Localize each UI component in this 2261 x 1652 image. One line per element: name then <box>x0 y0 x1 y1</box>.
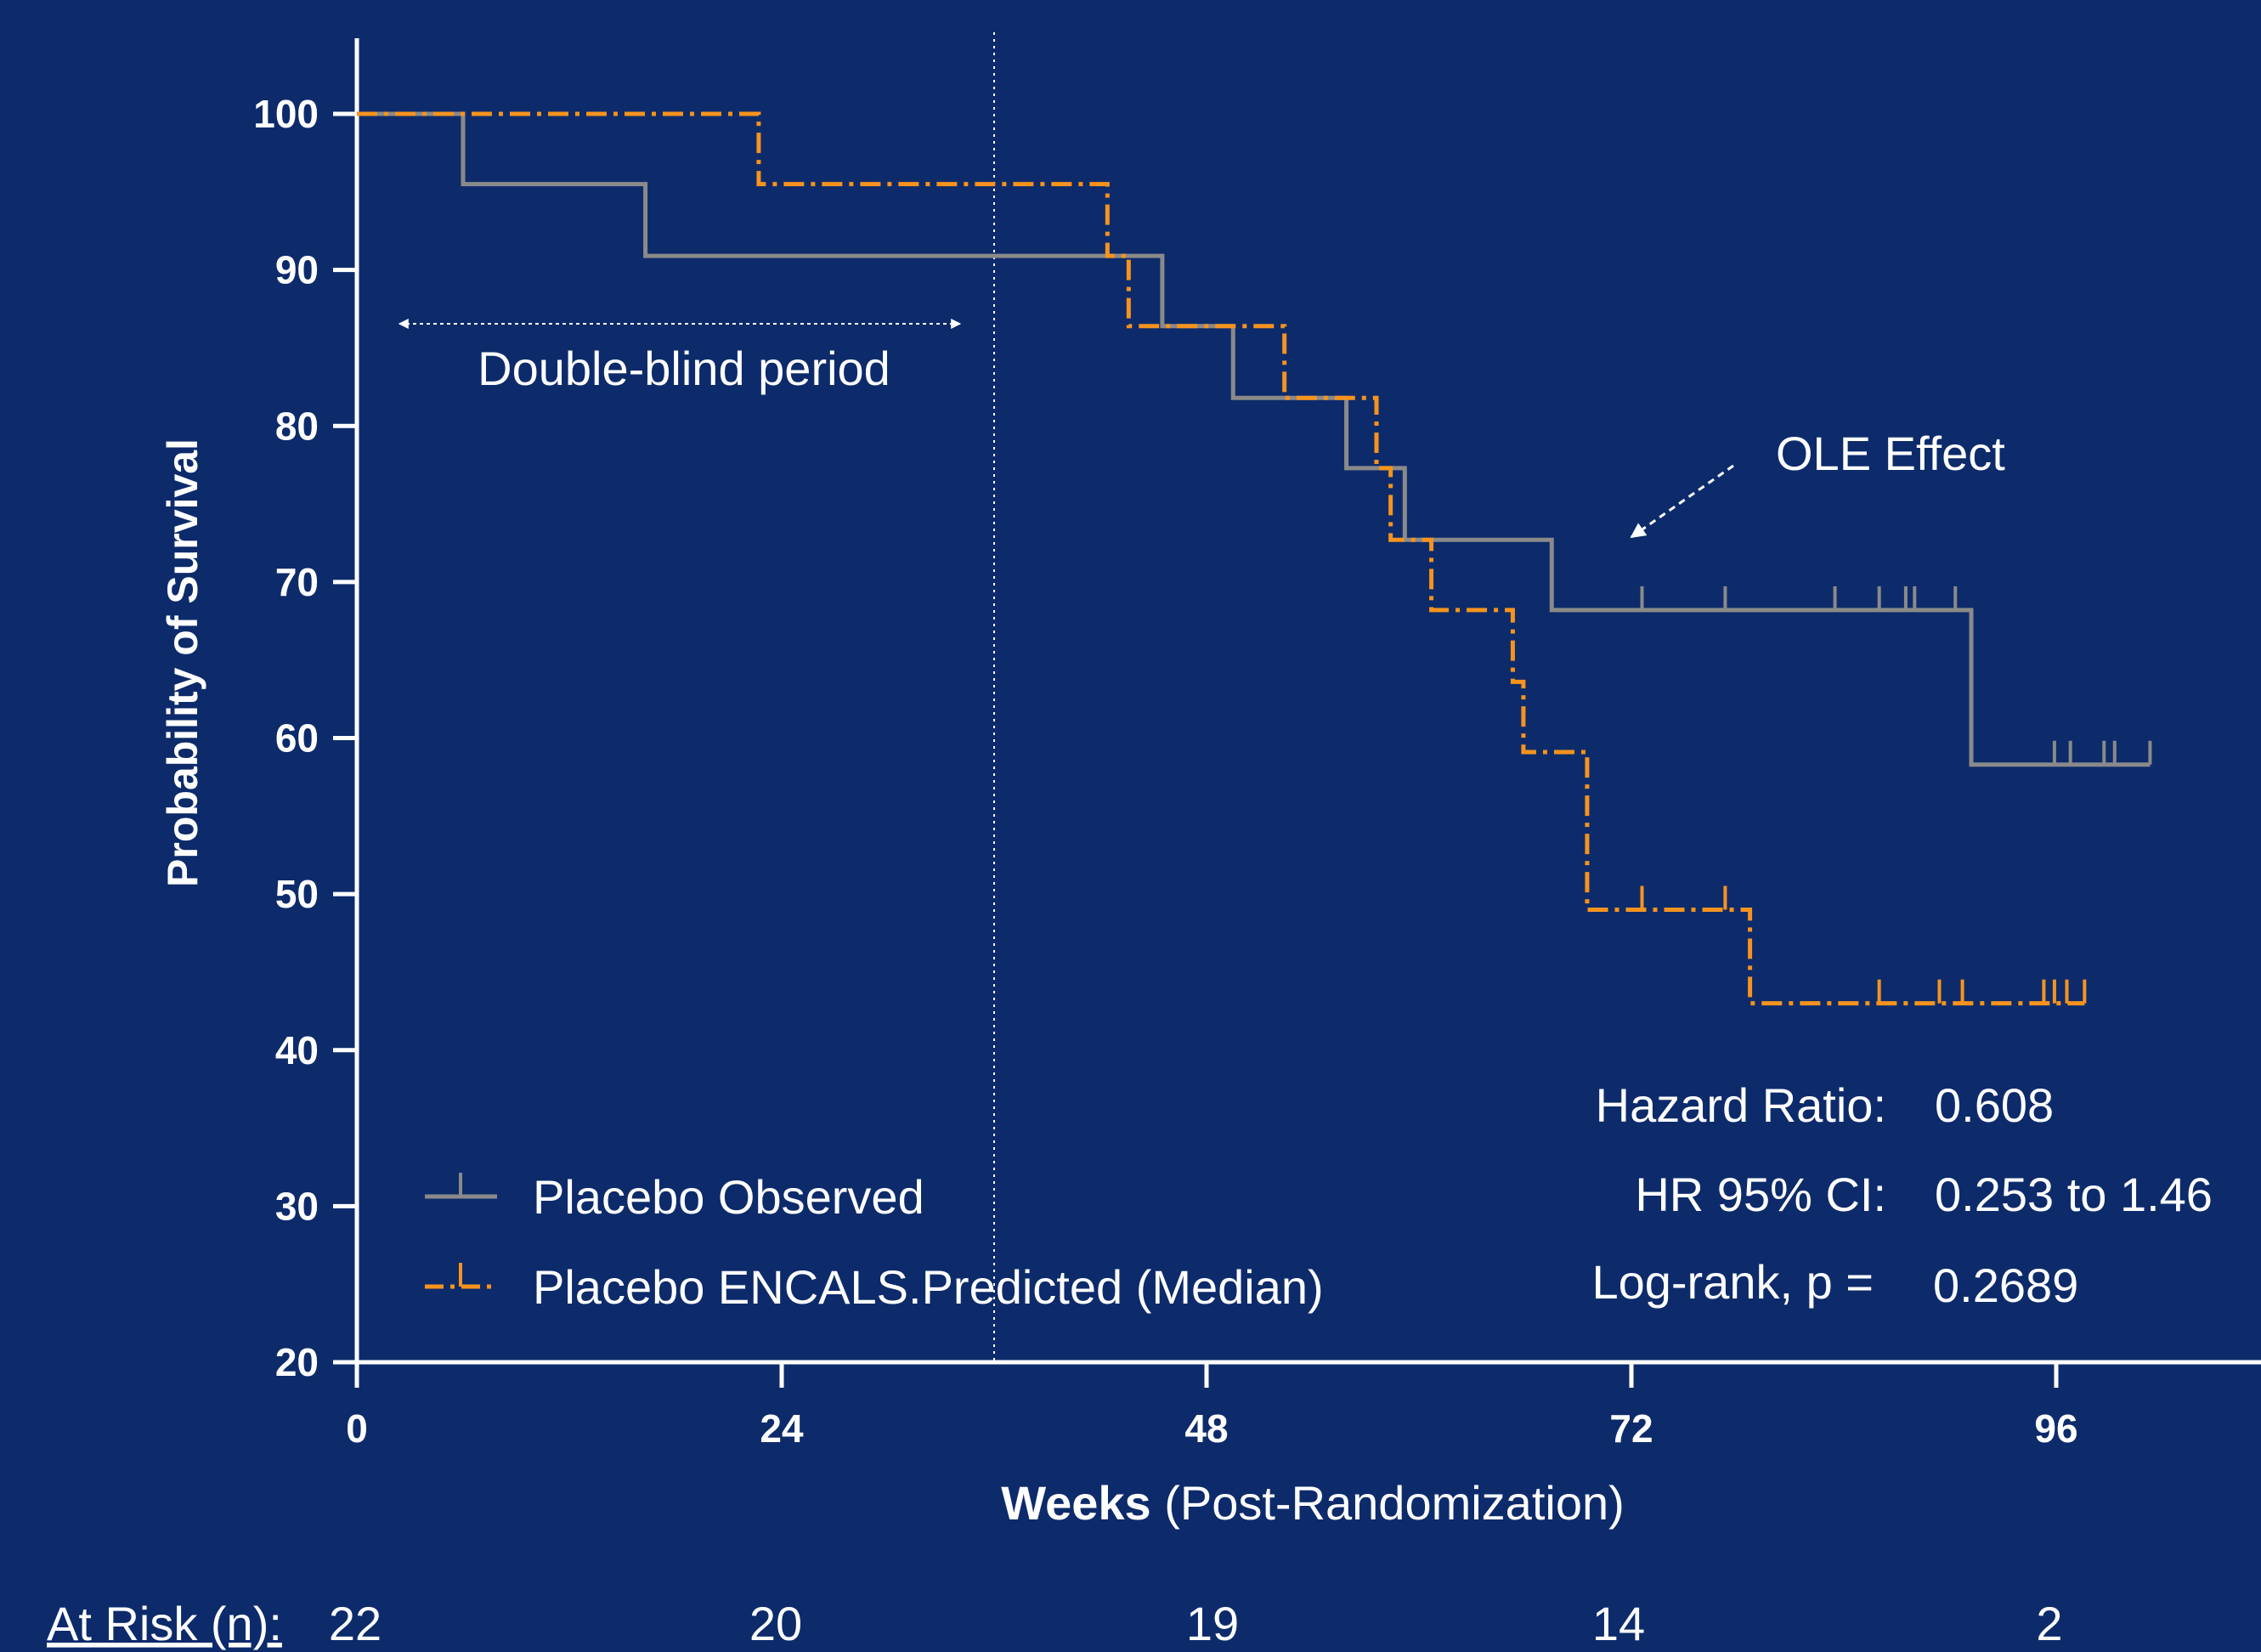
legend-item-observed: Placebo Observed <box>425 1170 924 1224</box>
series-line-1 <box>357 111 2085 1006</box>
legend-item-predicted: Placebo ENCALS.Predicted (Median) <box>425 1260 1324 1314</box>
x-axis-label-rest: (Post-Randomization) <box>1151 1476 1625 1530</box>
series-placebo-observed <box>357 111 2152 767</box>
ole-effect-label: OLE Effect <box>1776 427 2005 480</box>
x-tick-label: 48 <box>1184 1406 1228 1451</box>
y-tick-label: 40 <box>275 1028 319 1072</box>
x-tick-group: 0 24 48 72 96 <box>346 1362 2078 1451</box>
at-risk-value: 20 <box>749 1597 802 1650</box>
at-risk-value: 2 <box>2036 1597 2062 1650</box>
at-risk-row: At Risk (n): 22 20 19 14 2 <box>47 1597 2063 1650</box>
stats-block: Hazard Ratio: 0.608 HR 95% CI: 0.253 to … <box>1591 1078 2213 1312</box>
at-risk-values: 22 20 19 14 2 <box>329 1597 2063 1650</box>
series-placebo-encals-predicted <box>357 111 2087 1006</box>
y-tick-label: 20 <box>275 1340 319 1384</box>
y-tick-label: 80 <box>275 404 319 448</box>
y-tick-label: 50 <box>275 872 319 916</box>
ole-effect-arrow <box>1630 464 1734 539</box>
y-tick-label: 70 <box>275 560 319 604</box>
y-tick-group: 20 30 40 50 60 70 80 90 100 <box>253 92 357 1384</box>
legend: Placebo Observed Placebo ENCALS.Predicte… <box>425 1170 1324 1314</box>
series-line-0 <box>357 111 2151 767</box>
stat-value-ci: 0.253 to 1.46 <box>1935 1168 2213 1221</box>
legend-label-predicted: Placebo ENCALS.Predicted (Median) <box>533 1260 1324 1314</box>
y-tick-label: 100 <box>253 92 319 136</box>
stat-value-hr: 0.608 <box>1935 1078 2054 1132</box>
x-axis-label-bold: Weeks <box>1001 1476 1150 1530</box>
legend-label-observed: Placebo Observed <box>533 1170 924 1224</box>
at-risk-label: At Risk (n): <box>47 1597 282 1650</box>
x-axis-label: Weeks (Post-Randomization) <box>1001 1476 1625 1530</box>
stat-value-p: 0.2689 <box>1933 1259 2078 1312</box>
y-axis-label: Probability of Survival <box>159 438 206 887</box>
stat-label-ci: HR 95% CI: <box>1635 1168 1886 1221</box>
x-tick-label: 0 <box>346 1406 368 1451</box>
x-tick-label: 96 <box>2034 1406 2077 1451</box>
stat-label-p: Log-rank, p = <box>1591 1255 1874 1309</box>
y-tick-label: 30 <box>275 1184 319 1228</box>
at-risk-value: 22 <box>329 1597 382 1650</box>
x-tick-label: 24 <box>760 1406 804 1451</box>
y-tick-label: 60 <box>275 716 319 761</box>
at-risk-value: 14 <box>1592 1597 1645 1650</box>
stat-label-hr: Hazard Ratio: <box>1596 1078 1886 1132</box>
y-tick-label: 90 <box>275 248 319 292</box>
x-tick-label: 72 <box>1609 1406 1653 1451</box>
double-blind-label: Double-blind period <box>478 342 890 395</box>
at-risk-value: 19 <box>1186 1597 1239 1650</box>
